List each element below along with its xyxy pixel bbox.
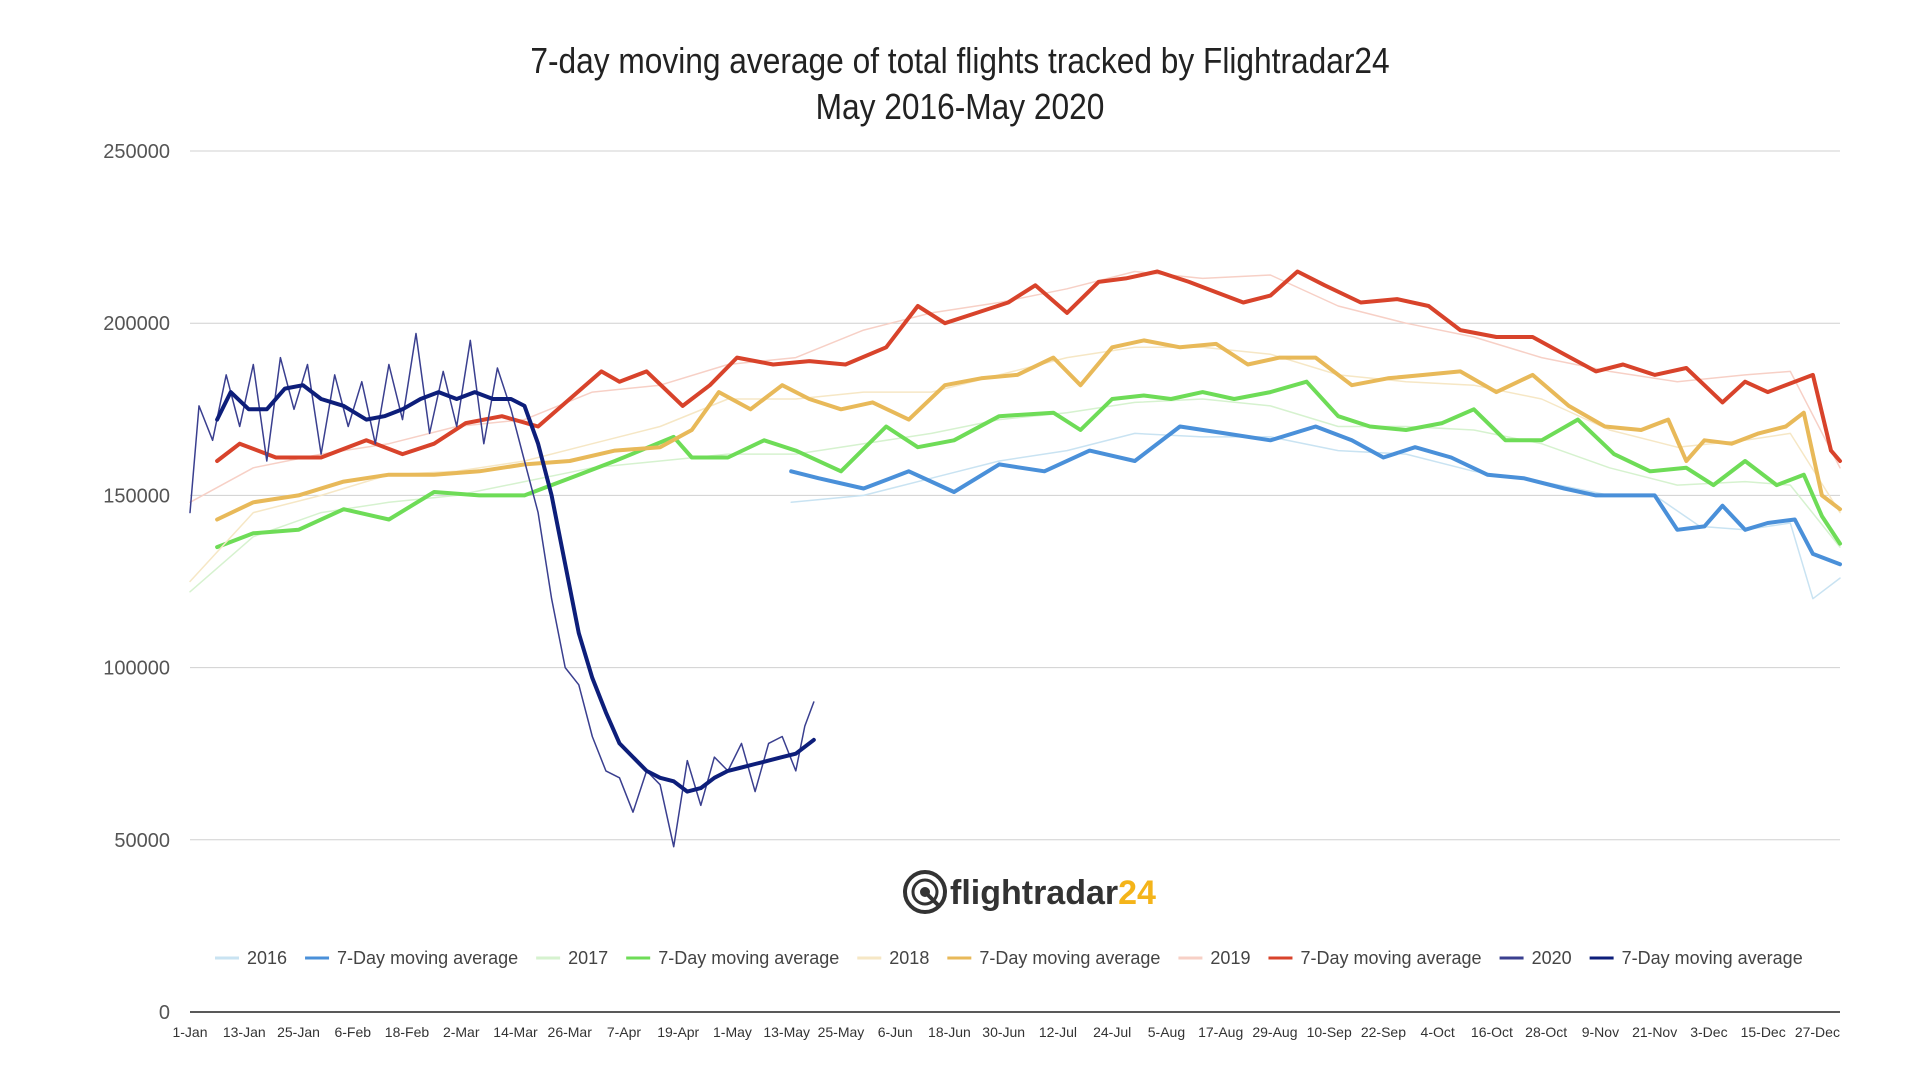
legend-label-3: 7-Day moving average bbox=[658, 948, 839, 968]
series-daily-line-8 bbox=[189, 332, 815, 848]
x-tick-label: 21-Nov bbox=[1632, 1024, 1677, 1040]
x-tick-label: 12-Jul bbox=[1039, 1024, 1077, 1040]
series-avg-line-5 bbox=[215, 338, 1842, 522]
x-tick-label: 7-Apr bbox=[607, 1024, 642, 1040]
x-tick-label: 30-Jun bbox=[982, 1024, 1025, 1040]
x-tick-label: 3-Dec bbox=[1690, 1024, 1727, 1040]
x-tick-label: 5-Aug bbox=[1148, 1024, 1185, 1040]
x-tick-label: 13-May bbox=[763, 1024, 810, 1040]
series-avg-line-9 bbox=[215, 383, 816, 794]
x-tick-label: 25-Jan bbox=[277, 1024, 320, 1040]
series-avg-line-3 bbox=[215, 379, 1842, 550]
x-tick-label: 14-Mar bbox=[493, 1024, 538, 1040]
legend-label-9: 7-Day moving average bbox=[1622, 948, 1803, 968]
y-tick-label: 50000 bbox=[114, 830, 170, 852]
x-tick-label: 4-Oct bbox=[1421, 1024, 1455, 1040]
x-tick-label: 25-May bbox=[818, 1024, 865, 1040]
x-tick-label: 15-Dec bbox=[1741, 1024, 1786, 1040]
chart-title: 7-day moving average of total flights tr… bbox=[530, 40, 1390, 81]
x-tick-label: 29-Aug bbox=[1252, 1024, 1297, 1040]
x-tick-label: 16-Oct bbox=[1471, 1024, 1513, 1040]
chart-title-block: 7-day moving average of total flights tr… bbox=[0, 38, 1920, 130]
x-tick-label: 6-Jun bbox=[878, 1024, 913, 1040]
x-tick-label: 1-May bbox=[713, 1024, 752, 1040]
grid-lines bbox=[190, 150, 1840, 841]
flightradar24-logo: flightradar24 bbox=[903, 870, 1156, 914]
series-lines bbox=[189, 269, 1842, 848]
x-tick-label: 27-Dec bbox=[1795, 1024, 1840, 1040]
logo-text-main: flightradar bbox=[950, 874, 1118, 912]
y-tick-label: 150000 bbox=[103, 485, 170, 507]
x-tick-label: 10-Sep bbox=[1307, 1024, 1352, 1040]
logo-ring-outer bbox=[903, 870, 947, 914]
x-tick-label: 18-Jun bbox=[928, 1024, 971, 1040]
x-axis: 1-Jan 13-Jan 25-Jan 6-Feb 18-Feb 2-Mar 14-Mar 2… bbox=[172, 1011, 1840, 1040]
y-tick-label: 250000 bbox=[103, 141, 170, 163]
x-tick-label: 1-Jan bbox=[172, 1024, 207, 1040]
series-avg-line-7 bbox=[215, 269, 1842, 463]
x-tick-label: 2-Mar bbox=[443, 1024, 480, 1040]
legend-label-5: 7-Day moving average bbox=[979, 948, 1160, 968]
y-tick-label: 0 bbox=[159, 1002, 170, 1024]
x-tick-label: 17-Aug bbox=[1198, 1024, 1243, 1040]
x-tick-label: 28-Oct bbox=[1525, 1024, 1567, 1040]
legend-label-7: 7-Day moving average bbox=[1300, 948, 1481, 968]
legend-label-4: 2018 bbox=[889, 948, 929, 968]
x-tick-label: 19-Apr bbox=[657, 1024, 699, 1040]
legend-label-1: 7-Day moving average bbox=[337, 948, 518, 968]
series-daily-line-0 bbox=[790, 432, 1841, 600]
y-tick-label: 100000 bbox=[103, 658, 170, 680]
logo-sweep bbox=[923, 890, 941, 908]
chart-subtitle: May 2016-May 2020 bbox=[815, 86, 1105, 127]
legend: 2016 7-Day moving average 2017 7-Day moving… bbox=[215, 948, 1803, 968]
logo-text: flightradar24 bbox=[950, 874, 1156, 912]
legend-label-2: 2017 bbox=[568, 948, 608, 968]
x-tick-label: 22-Sep bbox=[1361, 1024, 1406, 1040]
series-avg-line-1 bbox=[789, 424, 1842, 567]
logo-text-accent: 24 bbox=[1118, 874, 1156, 912]
series-daily-line-4 bbox=[189, 346, 1841, 583]
x-tick-label: 24-Jul bbox=[1093, 1024, 1131, 1040]
x-tick-label: 6-Feb bbox=[334, 1024, 371, 1040]
x-tick-label: 26-Mar bbox=[548, 1024, 593, 1040]
y-axis-ticks: 0 50000 100000 150000 200000 250000 bbox=[103, 141, 170, 1024]
legend-label-6: 2019 bbox=[1210, 948, 1250, 968]
legend-label-0: 2016 bbox=[247, 948, 287, 968]
legend-label-8: 2020 bbox=[1532, 948, 1572, 968]
x-tick-label: 13-Jan bbox=[223, 1024, 266, 1040]
x-tick-label: 18-Feb bbox=[385, 1024, 430, 1040]
logo-ring-mid bbox=[911, 878, 939, 906]
x-tick-label: 9-Nov bbox=[1582, 1024, 1619, 1040]
y-tick-label: 200000 bbox=[103, 313, 170, 335]
